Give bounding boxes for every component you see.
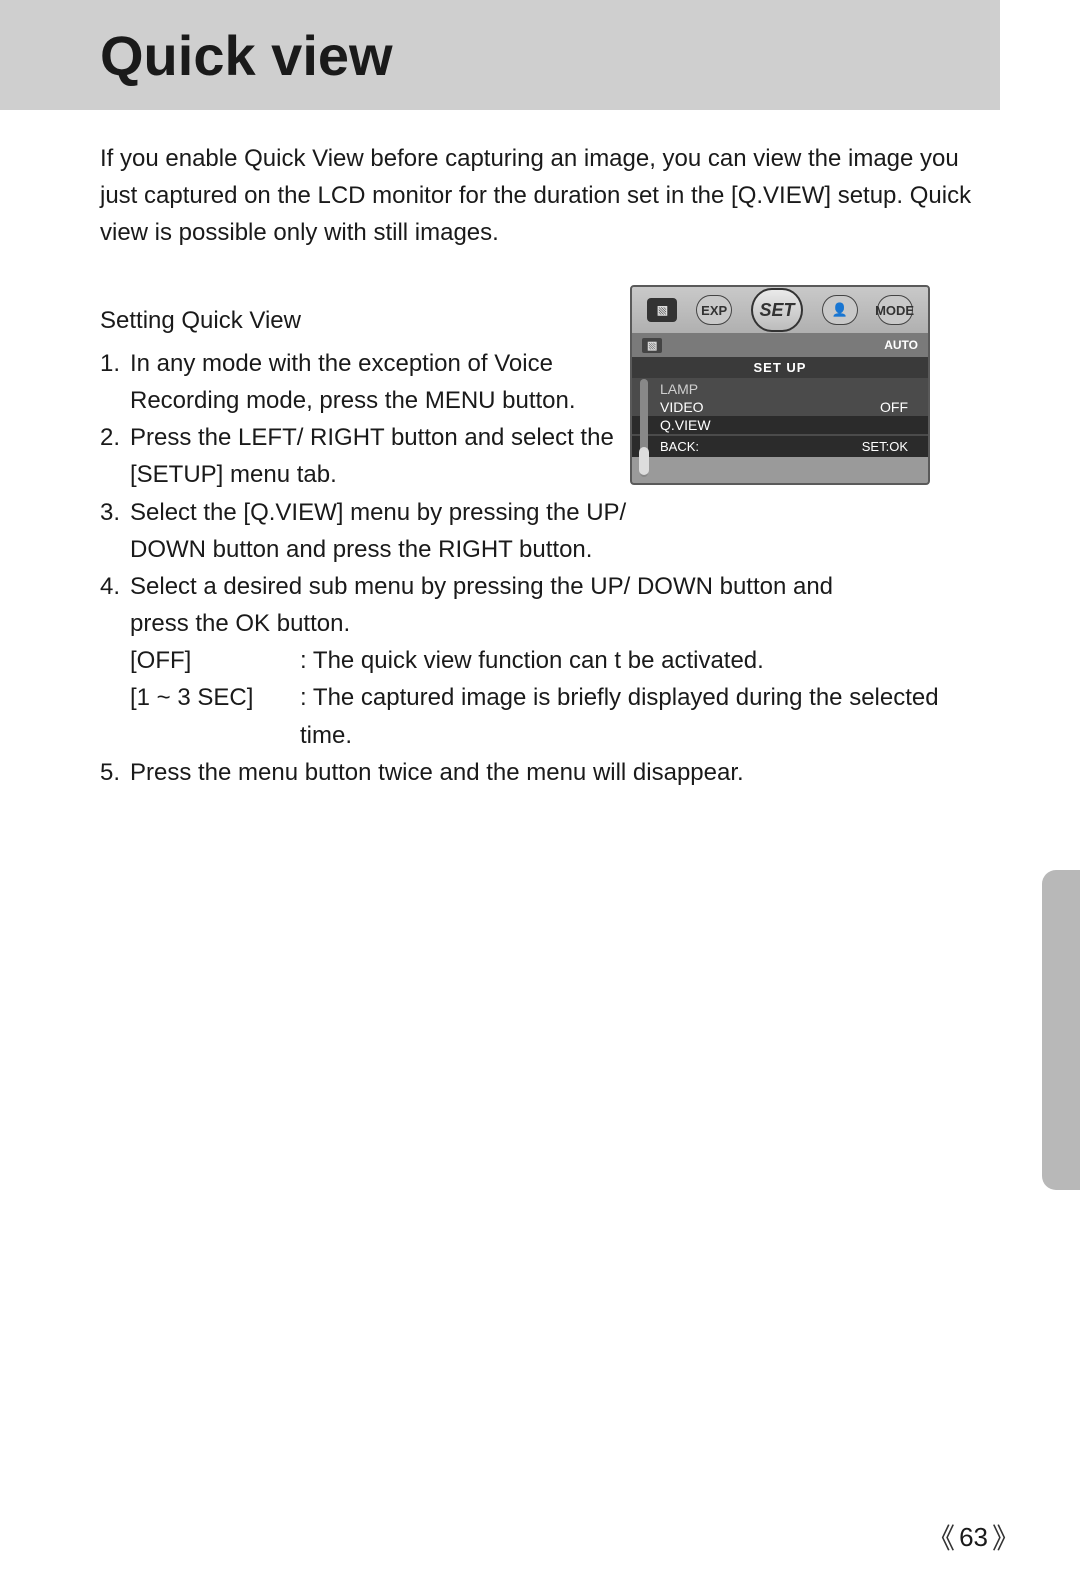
option-desc: : The captured image is briefly displaye… (300, 679, 980, 753)
lcd-sub-bar: ▧ AUTO (632, 333, 928, 357)
step-text: Select a desired sub menu by pressing th… (130, 568, 890, 642)
footer-back: BACK: (660, 439, 699, 454)
play-icon: ▧ (647, 298, 677, 322)
row-label: VIDEO (660, 399, 704, 415)
lcd-scrollbar-thumb (639, 447, 649, 475)
row-value: OFF (880, 399, 908, 415)
menu-row-video: VIDEO OFF (632, 398, 928, 416)
intro-paragraph: If you enable Quick View before capturin… (100, 140, 980, 252)
step-3: 3. Select the [Q.VIEW] menu by pressing … (100, 494, 980, 568)
option-sec: [1 ~ 3 SEC] : The captured image is brie… (100, 679, 980, 753)
lcd-footer: BACK: SET:OK (632, 436, 928, 457)
step-number: 4. (100, 568, 130, 642)
step-5: 5. Press the menu button twice and the m… (100, 754, 980, 791)
step-4: 4. Select a desired sub menu by pressing… (100, 568, 980, 642)
row-label: LAMP (660, 381, 698, 397)
bracket-left-icon: 《 (927, 1517, 955, 1557)
exp-icon: EXP (696, 295, 732, 325)
page-number: 63 (959, 1522, 988, 1553)
portrait-icon: 👤 (822, 295, 858, 325)
side-index-tab (1042, 870, 1080, 1190)
page-title: Quick view (100, 23, 393, 88)
step-number: 5. (100, 754, 130, 791)
set-icon: SET (751, 288, 803, 332)
lcd-menu: LAMP VIDEO OFF Q.VIEW (632, 378, 928, 436)
auto-label: AUTO (884, 338, 918, 352)
menu-row-lamp: LAMP (632, 380, 928, 398)
step-text: In any mode with the exception of Voice … (130, 345, 640, 419)
step-number: 3. (100, 494, 130, 568)
step-text: Press the menu button twice and the menu… (130, 754, 744, 791)
lcd-setup-header: SET UP (632, 357, 928, 378)
step-text: Press the LEFT/ RIGHT button and select … (130, 419, 640, 493)
menu-row-qview: Q.VIEW (632, 416, 928, 434)
option-off: [OFF] : The quick view function can t be… (100, 642, 980, 679)
bracket-right-icon: 》 (992, 1517, 1020, 1557)
mini-icon: ▧ (642, 338, 662, 353)
mode-icon: MODE (877, 295, 913, 325)
option-desc: : The quick view function can t be activ… (300, 642, 764, 679)
title-bar: Quick view (60, 0, 1000, 110)
option-label: [OFF] (130, 642, 300, 679)
camera-lcd: ▧ EXP SET 👤 MODE ▧ AUTO SET UP LAMP VIDE… (630, 285, 930, 485)
left-margin-tab (0, 0, 60, 110)
lcd-top-tabs: ▧ EXP SET 👤 MODE (632, 287, 928, 333)
option-label: [1 ~ 3 SEC] (130, 679, 300, 753)
page-number-area: 《 63 》 (927, 1517, 1020, 1557)
row-label: Q.VIEW (660, 417, 711, 433)
footer-set: SET:OK (862, 439, 908, 454)
step-number: 1. (100, 345, 130, 419)
step-text: Select the [Q.VIEW] menu by pressing the… (130, 494, 640, 568)
step-number: 2. (100, 419, 130, 493)
